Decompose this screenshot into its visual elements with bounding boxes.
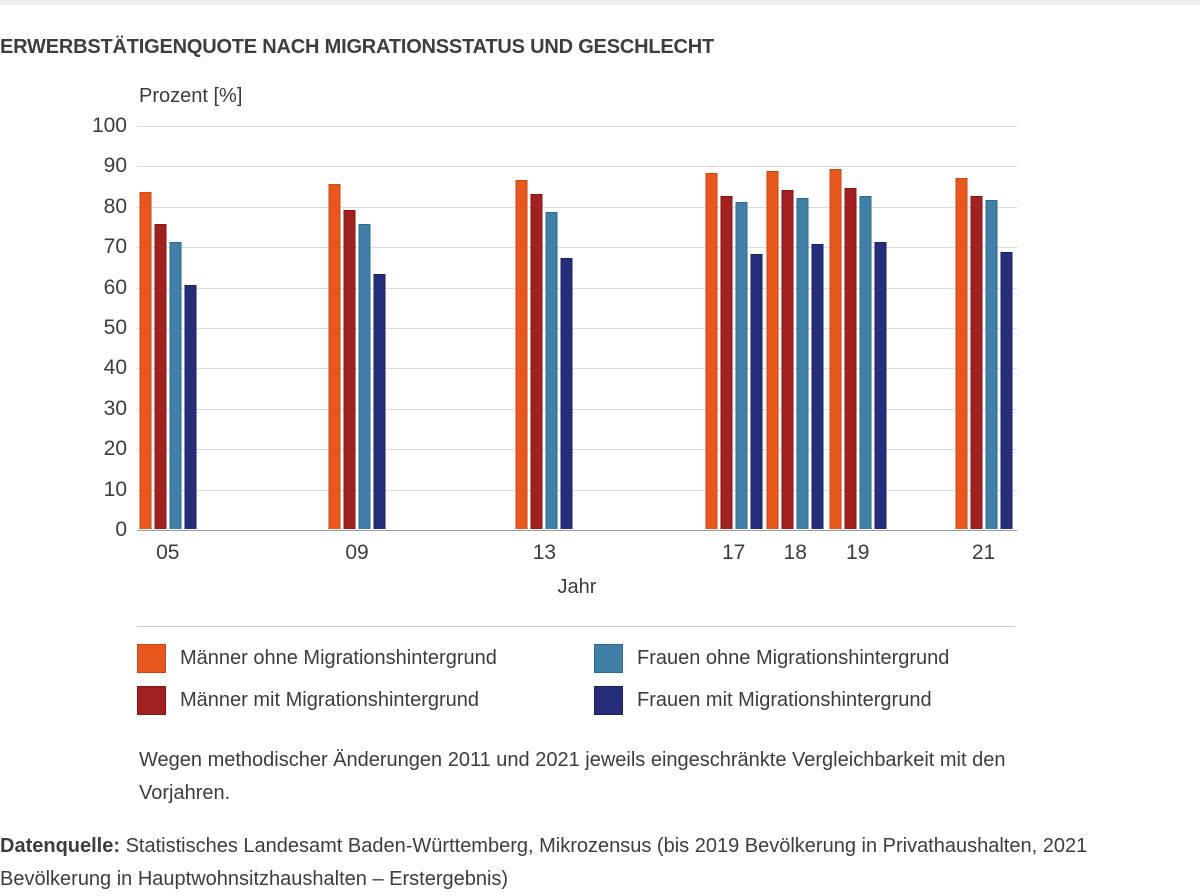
chart-legend: Männer ohne Migrationshintergrund Frauen … [137,644,1017,715]
bar-17-series-1 [720,195,733,529]
legend-label: Frauen ohne Migrationshintergrund [637,647,950,669]
x-axis-tick-label: 18 [783,541,807,564]
data-source-label: Datenquelle: [0,835,121,857]
y-axis-tick-label: 30 [103,396,127,420]
gridline [137,408,1017,410]
bar-19-series-1 [844,187,857,529]
bar-18-series-3 [811,244,824,529]
legend-label: Männer ohne Migrationshintergrund [180,647,497,669]
legend-swatch-icon [594,686,623,715]
bar-18-series-1 [781,189,794,529]
bar-group-05 [139,191,197,529]
chart-title: ERWERBSTÄTIGENQUOTE NACH MIGRATIONSSTATU… [0,36,714,58]
legend-swatch-icon [594,644,623,673]
gridline [137,126,1017,127]
bar-group-21 [955,177,1013,529]
legend-item: Frauen mit Migrationshintergrund [594,686,1017,715]
x-axis-tick-label: 13 [532,541,557,564]
bar-13-series-2 [545,211,558,529]
bar-09-series-1 [343,209,356,529]
bar-18-series-2 [796,197,809,529]
x-axis-tick-label: 21 [971,541,996,564]
x-axis-tick-labels: 05 09 13 17 18 19 21 [137,541,1017,569]
bar-21-series-0 [955,177,968,529]
y-axis-tick-label: 10 [103,477,127,501]
bar-group-18 [766,171,824,529]
bar-05-series-1 [154,223,167,529]
legend-item: Männer mit Migrationshintergrund [137,686,594,715]
gridline [137,489,1017,491]
y-axis-tick-label: 40 [103,356,127,380]
bar-13-series-0 [515,179,528,529]
bar-group-19 [829,169,887,529]
x-axis-tick-label: 09 [345,541,369,564]
bar-19-series-2 [859,195,872,529]
bar-21-series-2 [985,199,998,529]
legend-item: Männer ohne Migrationshintergrund [137,644,594,673]
bar-05-series-0 [139,191,152,529]
legend-swatch-icon [137,644,166,673]
legend-item: Frauen ohne Migrationshintergrund [594,644,1017,673]
y-axis-tick-label: 70 [103,235,127,259]
bar-17-series-0 [705,173,718,529]
y-axis-tick-label: 60 [103,275,127,299]
legend-divider [137,626,1015,627]
bar-05-series-2 [169,242,182,529]
bar-09-series-3 [373,274,386,529]
bar-19-series-3 [874,242,887,529]
plot-area [137,126,1017,531]
y-axis-tick-label: 80 [103,194,127,218]
y-axis-tick-label: 100 [91,114,127,137]
gridline [137,368,1017,370]
data-source: Datenquelle: Statistisches Landesamt Bad… [0,830,1090,896]
y-axis-tick-label: 20 [103,437,127,461]
y-axis-tick-label: 90 [103,154,127,178]
gridline [137,166,1017,168]
bar-group-09 [328,183,386,529]
y-axis-tick-label: 50 [103,316,127,339]
legend-label: Frauen mit Migrationshintergrund [637,689,932,711]
bar-group-13 [515,179,573,529]
bar-21-series-3 [1000,252,1013,529]
bar-09-series-0 [328,183,341,529]
gridline [137,449,1017,451]
y-axis-tick-label: 0 [115,518,127,541]
bar-19-series-0 [829,169,842,529]
x-axis-tick-label: 05 [156,541,180,564]
bar-21-series-1 [970,195,983,529]
legend-swatch-icon [137,686,166,715]
bar-17-series-3 [750,254,763,529]
bar-09-series-2 [358,223,371,529]
x-axis-tick-label: 19 [846,541,870,564]
gridline [137,287,1017,289]
gridline [137,328,1017,329]
bar-17-series-2 [735,201,748,529]
data-source-text: Statistisches Landesamt Baden-Württember… [0,835,1088,890]
gridline [137,206,1017,208]
y-axis-title: Prozent [%] [139,85,243,107]
x-axis-line [137,530,1017,531]
bar-18-series-0 [766,171,779,529]
legend-label: Männer mit Migrationshintergrund [180,689,480,711]
x-axis-title: Jahr [557,576,597,598]
bar-05-series-3 [184,284,197,529]
bar-13-series-1 [530,193,543,529]
x-axis-tick-label: 17 [721,541,746,564]
gridline [137,247,1017,249]
top-border-strip [0,0,1200,5]
bar-group-17 [705,173,763,529]
chart-footnote: Wegen methodischer Änderungen 2011 und 2… [139,749,1006,804]
bar-13-series-3 [560,258,573,529]
